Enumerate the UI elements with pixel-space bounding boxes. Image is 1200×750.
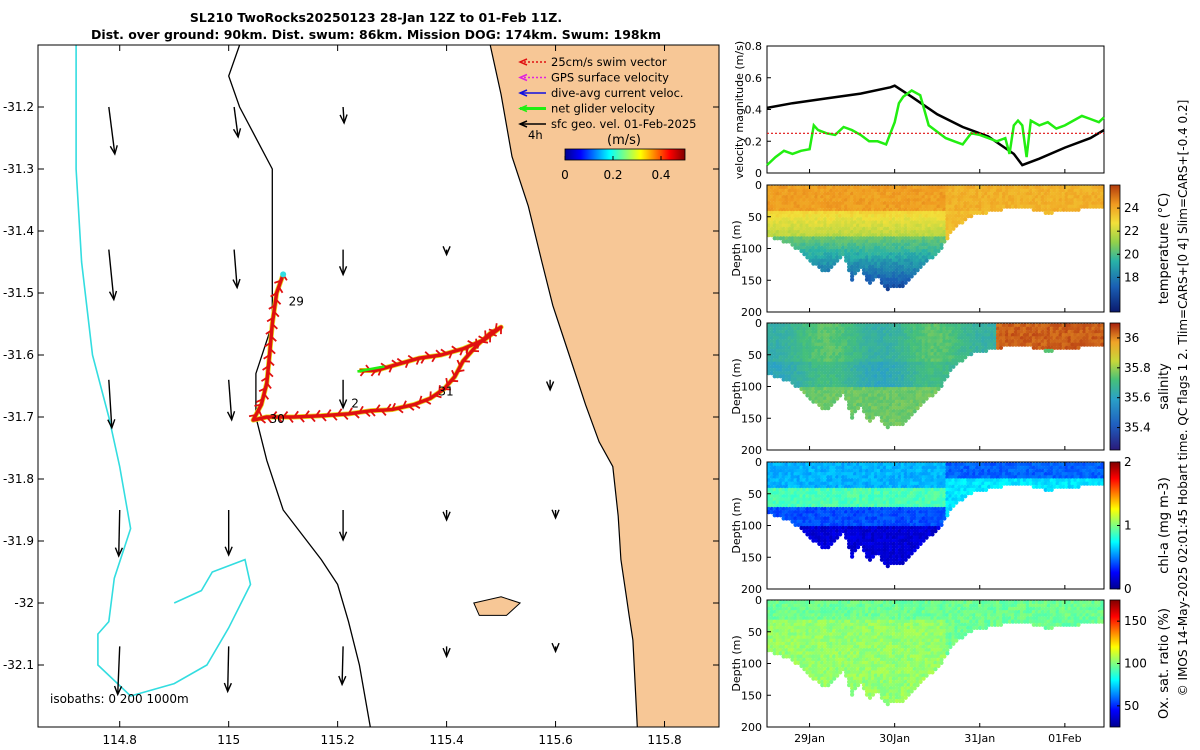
colorbar-tick-label: 150 <box>1124 614 1147 628</box>
swim-vector <box>496 323 497 330</box>
section-colorbar <box>1110 323 1120 450</box>
velocity-panel: 00.20.40.60.8 velocity magnitude (m/s) <box>733 40 1104 180</box>
colorbar-tick-label: 35.8 <box>1124 361 1151 375</box>
figure-title-line2: Dist. over ground: 90km. Dist. swum: 86k… <box>91 27 661 42</box>
day-label: 29 <box>289 294 304 308</box>
section-y-tick-label: 150 <box>741 689 762 702</box>
map-x-tick-label: 115.8 <box>647 733 681 747</box>
map-y-tick-label: -31.9 <box>3 534 34 548</box>
footer-note: © IMOS 14-May-2025 02:01:45 Hobart time.… <box>1176 100 1190 697</box>
track-start <box>280 271 286 277</box>
colorbar-tick-label: 24 <box>1124 201 1139 215</box>
colorbar-tick-label: 100 <box>1124 657 1147 671</box>
section-y-tick-label: 0 <box>755 456 762 469</box>
day-label: 30 <box>270 412 285 426</box>
section-y-tick-label: 0 <box>755 179 762 192</box>
map-y-tick-label: -31.2 <box>3 100 34 114</box>
velocity-y-tick-label: 0.8 <box>745 40 763 53</box>
map-y-tick-label: -32.1 <box>3 658 34 672</box>
velocity-y-tick-label: 0.4 <box>745 104 763 117</box>
legend-label: net glider velocity <box>551 102 655 116</box>
time-tick-label: 31Jan <box>964 732 995 745</box>
map-y-tick-label: -31.5 <box>3 286 34 300</box>
colorbar-tick-label: 18 <box>1124 270 1139 284</box>
colorbar-tick-label: 20 <box>1124 247 1139 261</box>
section-y-tick-label: 100 <box>741 658 762 671</box>
section-ylabel: Depth (m) <box>730 220 743 276</box>
colorbar-tick-label: 0 <box>561 168 569 182</box>
section-y-tick-label: 100 <box>741 520 762 533</box>
map-panel: 29 2 31 30 114.8 115 115.2 115.4 115.6 115.8 -31… <box>3 45 774 747</box>
section-panels: 050100150200Depth (m)18202224 temperature… <box>730 179 1172 734</box>
map-x-tick-label: 115 <box>217 733 240 747</box>
time-tick-label: 29Jan <box>794 732 825 745</box>
colorbar-label: chl-a (mg m-3) <box>1157 477 1172 574</box>
swim-vector <box>254 405 261 406</box>
velocity-y-tick-label: 0.6 <box>745 72 763 85</box>
colorbar-label: Ox. sat. ratio (%) <box>1157 608 1172 719</box>
section-y-tick-label: 150 <box>741 551 762 564</box>
map-x-tick-label: 114.8 <box>103 733 137 747</box>
section-panel-temperature: 050100150200Depth (m)18202224 temperature… <box>730 179 1172 319</box>
isobaths-label: isobaths: 0 200 1000m <box>50 692 189 706</box>
time-tick-label: 01Feb <box>1048 732 1081 745</box>
map-x-tick-label: 115.2 <box>320 733 354 747</box>
map-x-tick-label: 115.6 <box>538 733 572 747</box>
section-ylabel: Depth (m) <box>730 497 743 553</box>
section-y-tick-label: 50 <box>748 626 762 639</box>
colorbar-tick-label: 0 <box>1124 582 1132 596</box>
section-colorbar <box>1110 185 1120 312</box>
colorbar-tick-label: 0.2 <box>603 168 622 182</box>
map-colorbar <box>565 149 685 160</box>
map-y-tick-label: -32 <box>14 596 34 610</box>
swim-vector <box>430 391 431 398</box>
legend-time-tag: 4h <box>528 128 543 142</box>
colorbar-label: salinity <box>1157 363 1172 410</box>
section-y-tick-label: 150 <box>741 274 762 287</box>
colorbar-tick-label: 35.6 <box>1124 391 1151 405</box>
section-panel-chl-a: 0 50 100 150 200 Depth (m) 0 1 2 chl-a (mg m-3) <box>730 455 1172 596</box>
section-y-tick-label: 0 <box>755 594 762 607</box>
section-y-tick-label: 100 <box>741 381 762 394</box>
legend-label: sfc geo. vel. 01-Feb-2025 <box>551 117 697 131</box>
colorbar-label: temperature (°C) <box>1157 193 1172 305</box>
section-y-tick-label: 50 <box>748 349 762 362</box>
swim-vector <box>457 370 464 371</box>
map-x-tick-label: 115.4 <box>429 733 463 747</box>
swim-vector <box>481 342 488 343</box>
map-y-tick-label: -31.3 <box>3 162 34 176</box>
section-y-tick-label: 50 <box>748 488 762 501</box>
section-panel-salinity: 050100150200Depth (m)35.435.635.836salin… <box>730 317 1172 457</box>
velocity-y-tick-label: 0.2 <box>745 135 763 148</box>
map-y-tick-label: -31.8 <box>3 472 34 486</box>
section-ylabel: Depth (m) <box>730 635 743 691</box>
legend-label: 25cm/s swim vector <box>551 55 667 69</box>
section-y-tick-label: 0 <box>755 317 762 330</box>
colorbar-tick-label: 22 <box>1124 224 1139 238</box>
section-y-tick-label: 150 <box>741 412 762 425</box>
figure: SL210 TwoRocks20250123 28-Jan 12Z to 01-… <box>0 0 1200 750</box>
day-label: 2 <box>351 397 359 411</box>
map-y-tick-label: -31.6 <box>3 348 34 362</box>
section-ylabel: Depth (m) <box>730 358 743 414</box>
map-colorbar-label: (m/s) <box>607 133 641 148</box>
colorbar-tick-label: 2 <box>1124 455 1132 469</box>
map-y-tick-label: -31.4 <box>3 224 34 238</box>
colorbar-tick-label: 35.4 <box>1124 421 1151 435</box>
colorbar-tick-label: 1 <box>1124 519 1132 533</box>
section-y-tick-label: 50 <box>748 211 762 224</box>
section-panel-oxygen: 0 50 100 150 200 Depth (m) 50 100 150 Ox. sat. ra… <box>730 594 1172 734</box>
legend-label: dive-avg current veloc. <box>551 86 684 100</box>
velocity-ylabel: velocity magnitude (m/s) <box>733 41 746 179</box>
section-y-tick-label: 200 <box>741 721 762 734</box>
section-y-tick-label: 100 <box>741 243 762 256</box>
map-y-tick-label: -31.7 <box>3 410 34 424</box>
colorbar-tick-label: 36 <box>1124 331 1139 345</box>
time-tick-label: 30Jan <box>879 732 910 745</box>
day-label: 31 <box>438 384 453 398</box>
colorbar-tick-label: 0.4 <box>651 168 670 182</box>
figure-title-line1: SL210 TwoRocks20250123 28-Jan 12Z to 01-… <box>190 10 562 25</box>
legend-label: GPS surface velocity <box>551 71 669 85</box>
colorbar-tick-label: 50 <box>1124 699 1139 713</box>
